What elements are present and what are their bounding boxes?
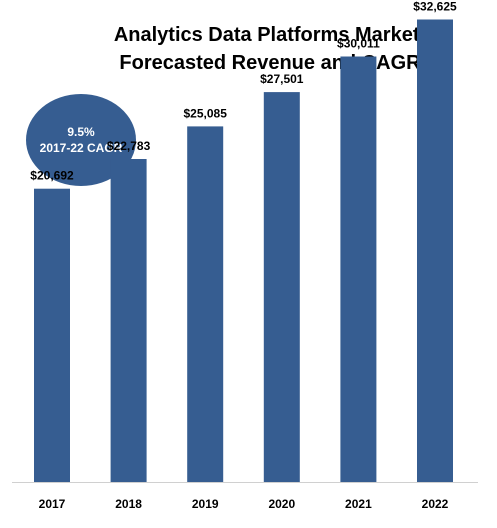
cagr-label: 2017-22 CAGR <box>39 141 123 155</box>
bar-2018 <box>110 159 147 482</box>
data-label-2021: $30,011 <box>337 37 380 51</box>
x-tick-label-2020: 2020 <box>268 497 295 511</box>
x-tick-label-2019: 2019 <box>192 497 219 511</box>
bar-2019 <box>187 126 224 483</box>
x-tick-label-2018: 2018 <box>115 497 142 511</box>
bar-2021 <box>340 56 377 482</box>
x-tick-label-2021: 2021 <box>345 497 372 511</box>
bar-2020 <box>263 92 300 482</box>
x-tick-label-2022: 2022 <box>422 497 449 511</box>
chart-title: Analytics Data Platforms Market: <box>113 24 427 46</box>
bar-2017 <box>34 188 70 482</box>
cagr-value: 9.5% <box>67 125 95 139</box>
bar-2022 <box>417 19 453 482</box>
data-label-2017: $20,692 <box>30 169 74 183</box>
data-label-2018: $22,783 <box>107 139 151 153</box>
data-label-2019: $25,085 <box>184 106 228 120</box>
data-label-2022: $32,625 <box>413 0 457 14</box>
data-label-2020: $27,501 <box>260 72 304 86</box>
x-tick-label-2017: 2017 <box>39 497 66 511</box>
